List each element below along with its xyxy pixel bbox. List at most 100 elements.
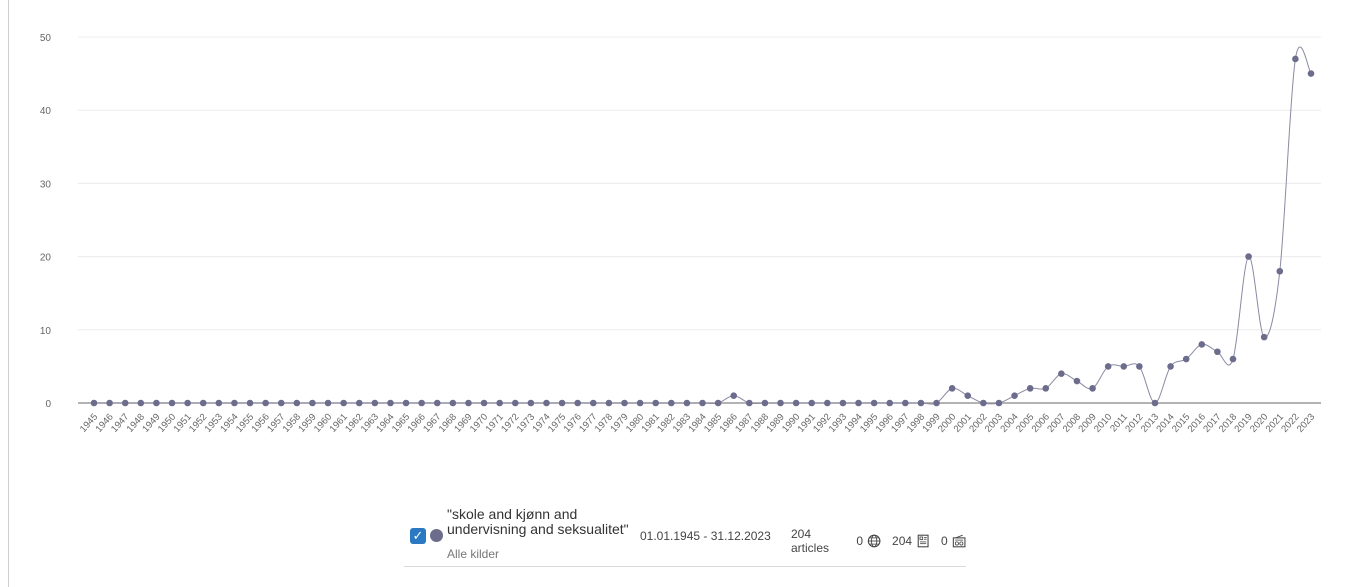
data-point[interactable] <box>215 399 223 407</box>
y-axis: 0 10 20 30 40 50 <box>40 33 52 410</box>
legend-query-label: "skole and kjønn and undervisning and se… <box>447 506 629 537</box>
y-tick-label: 20 <box>40 253 52 264</box>
data-point[interactable] <box>1292 55 1299 63</box>
gridlines <box>78 36 1321 404</box>
data-point[interactable] <box>933 399 940 407</box>
data-point[interactable] <box>761 399 769 407</box>
articles-count: 204 articles <box>791 527 830 555</box>
data-point[interactable] <box>683 399 691 407</box>
data-point[interactable] <box>1245 253 1252 260</box>
data-point[interactable] <box>808 399 816 407</box>
data-point[interactable] <box>309 399 316 407</box>
data-point[interactable] <box>652 399 659 407</box>
y-tick-label: 30 <box>40 179 52 190</box>
legend-counts: 204 articles 0 204 0 <box>791 527 966 555</box>
data-point[interactable] <box>730 392 738 399</box>
frame-left-border <box>8 0 9 587</box>
data-point[interactable] <box>839 399 847 407</box>
data-point[interactable] <box>1198 341 1206 348</box>
data-point[interactable] <box>1073 377 1081 385</box>
data-point[interactable] <box>558 399 566 407</box>
data-point[interactable] <box>137 399 145 407</box>
data-point[interactable] <box>902 399 909 407</box>
data-point[interactable] <box>465 399 472 407</box>
data-point[interactable] <box>1011 392 1018 399</box>
data-point[interactable] <box>277 399 285 407</box>
data-point[interactable] <box>792 399 800 407</box>
data-point[interactable] <box>199 399 207 407</box>
data-point[interactable] <box>1214 348 1221 356</box>
data-point[interactable] <box>714 399 722 407</box>
data-point[interactable] <box>1026 385 1034 392</box>
data-point[interactable] <box>917 399 925 407</box>
data-point[interactable] <box>340 399 347 407</box>
data-point[interactable] <box>402 399 410 407</box>
data-point[interactable] <box>231 399 238 407</box>
data-point[interactable] <box>371 399 379 407</box>
data-point[interactable] <box>855 399 862 407</box>
data-point[interactable] <box>636 399 644 407</box>
data-point[interactable] <box>574 399 581 407</box>
radio-icon <box>952 534 966 548</box>
data-point[interactable] <box>418 399 425 407</box>
data-point[interactable] <box>870 399 878 407</box>
data-point[interactable] <box>605 399 613 407</box>
data-point[interactable] <box>121 399 129 407</box>
data-point[interactable] <box>246 399 254 407</box>
data-point[interactable] <box>667 399 675 407</box>
data-point[interactable] <box>1260 333 1268 341</box>
data-point[interactable] <box>746 399 753 407</box>
data-point[interactable] <box>449 399 457 407</box>
data-point[interactable] <box>106 399 113 407</box>
data-point[interactable] <box>433 399 441 407</box>
data-point[interactable] <box>293 399 301 407</box>
data-point[interactable] <box>1136 363 1143 370</box>
data-point[interactable] <box>480 399 488 407</box>
data-point[interactable] <box>824 399 831 407</box>
data-point[interactable] <box>1151 399 1159 407</box>
radio-count: 0 <box>941 534 948 548</box>
legend-date-range: 01.01.1945 - 31.12.2023 <box>640 529 771 543</box>
data-point[interactable] <box>995 399 1003 407</box>
series-checkbox[interactable]: ✓ <box>410 528 426 544</box>
data-point[interactable] <box>589 399 597 407</box>
data-point[interactable] <box>1229 355 1237 363</box>
data-point[interactable] <box>980 399 987 407</box>
data-point[interactable] <box>1120 363 1128 370</box>
data-point[interactable] <box>1104 363 1112 370</box>
data-point[interactable] <box>153 399 160 407</box>
data-point[interactable] <box>1058 370 1065 378</box>
data-point[interactable] <box>1182 355 1190 363</box>
data-point[interactable] <box>1089 385 1096 392</box>
data-point[interactable] <box>184 399 191 407</box>
data-point[interactable] <box>90 399 98 407</box>
y-tick-label: 10 <box>40 326 52 337</box>
print-count: 204 <box>892 534 913 548</box>
data-point[interactable] <box>168 399 176 407</box>
line-chart: 0 10 20 30 40 50 1945194619471948194919501951… <box>40 33 1321 435</box>
data-point[interactable] <box>496 399 503 407</box>
data-point[interactable] <box>543 399 550 407</box>
data-point[interactable] <box>777 399 784 407</box>
x-axis: 1945194619471948194919501951195219531954… <box>78 412 1317 435</box>
data-point[interactable] <box>1042 385 1050 392</box>
data-point[interactable] <box>621 399 628 407</box>
data-point[interactable] <box>964 392 972 399</box>
data-point[interactable] <box>699 399 706 407</box>
legend: ✓ "skole and kjønn and undervisning and … <box>404 500 966 567</box>
globe-icon <box>867 534 881 548</box>
data-point[interactable] <box>1307 70 1315 77</box>
legend-source-label: Alle kilder <box>447 547 500 561</box>
data-point[interactable] <box>527 399 535 407</box>
data-point[interactable] <box>948 385 956 392</box>
y-tick-label: 50 <box>40 33 52 44</box>
data-point[interactable] <box>355 399 363 407</box>
data-point[interactable] <box>1276 267 1284 275</box>
data-point[interactable] <box>262 399 269 407</box>
data-point[interactable] <box>387 399 394 407</box>
data-point[interactable] <box>1167 363 1174 370</box>
data-point[interactable] <box>324 399 332 407</box>
data-point[interactable] <box>511 399 519 407</box>
data-point[interactable] <box>886 399 894 407</box>
y-tick-label: 0 <box>45 399 51 410</box>
